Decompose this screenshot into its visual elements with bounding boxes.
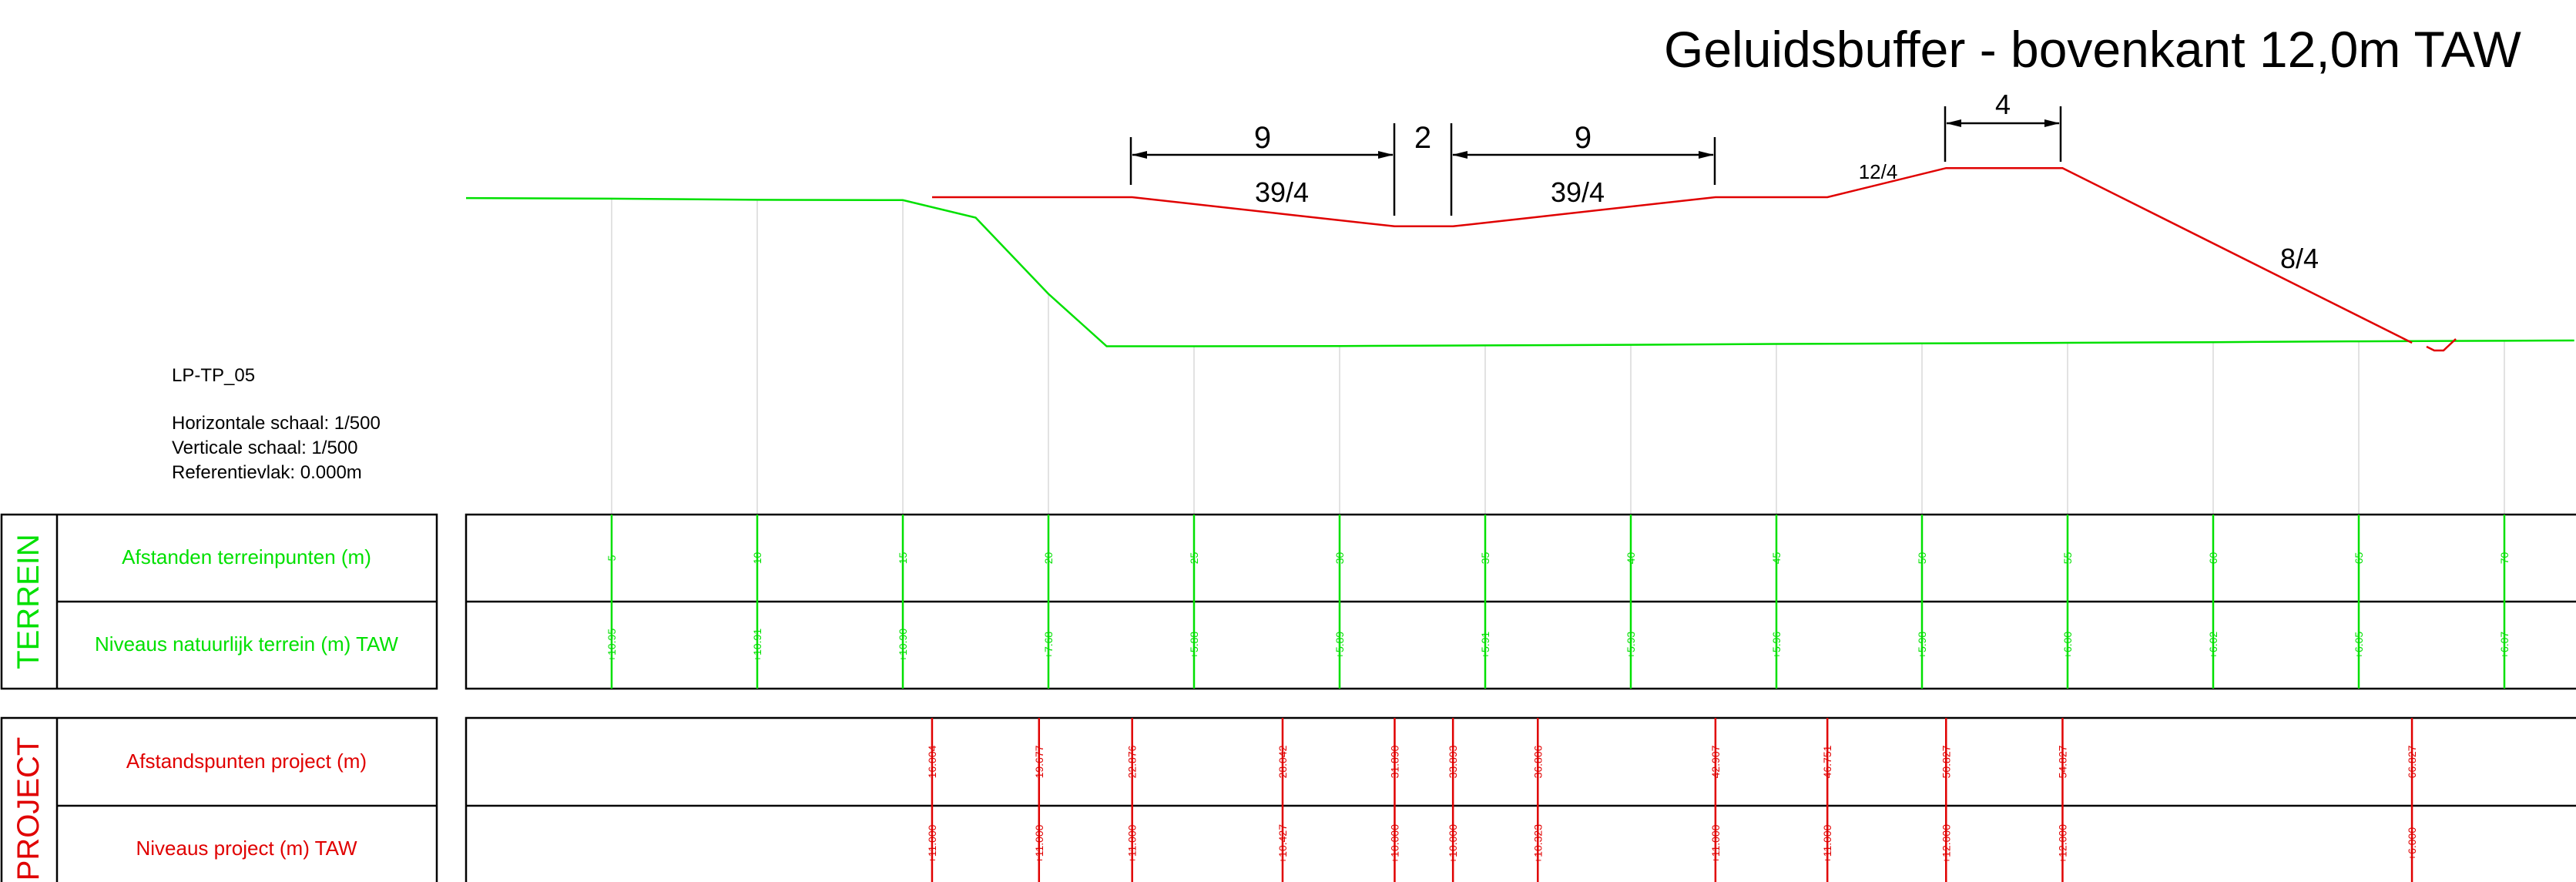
terrein-distance-label: 30: [1333, 552, 1346, 565]
project-level-label: +12.000: [2056, 824, 2068, 864]
project-profile-line: [932, 166, 2413, 344]
drawing-title: Geluidsbuffer - bovenkant 12,0m TAW: [1664, 21, 2521, 78]
project-section-label: PROJECT: [12, 737, 45, 881]
grid-lines: [611, 198, 2505, 515]
dimension-label-2: 2: [1414, 121, 1431, 155]
terrein-distance-label: 40: [1625, 552, 1637, 565]
terrein-distance-label: 60: [2207, 552, 2219, 565]
project-level-label: +12.000: [1940, 824, 1952, 864]
project-level-label: +10.000: [1447, 824, 1459, 864]
terrein-distance-label: 15: [897, 552, 909, 565]
dimension-label-9a: 9: [1254, 121, 1271, 155]
terrein-distance-label: 55: [2061, 552, 2074, 565]
terrein-distance-label: 25: [1188, 552, 1200, 565]
slope-label-3: 12/4: [1859, 160, 1898, 183]
project-level-label: +11.000: [1033, 824, 1045, 863]
project-level-label: +11.000: [926, 824, 938, 863]
terrein-level-label: +5.89: [1333, 632, 1346, 659]
project-distance-label: 36.806: [1531, 745, 1544, 778]
terrein-level-label: +6.05: [2353, 632, 2365, 659]
terrain-profile-line: [465, 196, 2574, 347]
terrein-levels-label: Niveaus natuurlijk terrein (m) TAW: [95, 632, 398, 656]
project-distance-label: 28.042: [1276, 745, 1289, 778]
terrein-level-label: +10.90: [897, 629, 909, 662]
profile-id: LP-TP_05: [172, 365, 256, 386]
project-level-label: +6.000: [2406, 827, 2418, 860]
terrein-distance-label: 65: [2353, 552, 2365, 565]
terrein-level-label: +5.96: [1770, 632, 1783, 659]
project-distance-label: 54.827: [2056, 745, 2068, 778]
project-distance-label: 19.677: [1033, 745, 1045, 778]
project-distance-label: 66.827: [2406, 745, 2418, 778]
project-distances-label: Afstandspunten project (m): [126, 750, 367, 773]
terrein-level-label: +6.07: [2498, 632, 2511, 659]
project-distance-label: 42.907: [1709, 745, 1722, 778]
terrein-section-label: TERREIN: [12, 534, 45, 669]
dimension-annotations: [1129, 106, 2062, 216]
project-level-label: +11.000: [1709, 824, 1722, 863]
project-distance-label: 16.004: [926, 745, 938, 778]
slope-label-4: 8/4: [2280, 243, 2319, 274]
vertical-scale: Verticale schaal: 1/500: [172, 438, 358, 458]
terrein-distance-label: 45: [1770, 552, 1783, 565]
project-distance-label: 46.751: [1821, 745, 1833, 778]
terrein-table: [0, 513, 2576, 690]
dimension-label-9b: 9: [1575, 121, 1592, 155]
project-distance-label: 33.893: [1447, 745, 1459, 778]
terrein-level-label: +5.93: [1625, 632, 1637, 659]
project-level-label: +10.427: [1276, 824, 1289, 864]
project-distance-label: 31.890: [1388, 745, 1400, 778]
terrein-distance-label: 35: [1479, 552, 1491, 565]
terrain-dip-line: [2426, 338, 2457, 352]
project-level-label: +10.000: [1388, 824, 1400, 864]
terrein-distance-label: 5: [605, 555, 618, 561]
terrein-distance-label: 20: [1042, 552, 1055, 565]
horizontal-scale: Horizontale schaal: 1/500: [172, 413, 381, 434]
dimension-label-4: 4: [1995, 89, 2011, 120]
terrein-level-label: +10.95: [605, 629, 618, 662]
project-levels-label: Niveaus project (m) TAW: [136, 837, 357, 860]
terrein-distances-label: Afstanden terreinpunten (m): [122, 545, 371, 568]
slope-label-2: 39/4: [1551, 176, 1605, 208]
terrein-level-label: +7.68: [1042, 632, 1055, 659]
project-level-label: +11.000: [1821, 824, 1833, 863]
project-table: [0, 716, 2576, 882]
terrein-distance-label: 50: [1916, 552, 1928, 565]
terrein-tick-marks: 5 +10.95 10 +10.91 15 +10.90 20 +7.68 25 +5.88 30 +…: [605, 515, 2511, 689]
terrein-level-label: +5.98: [1916, 632, 1928, 659]
slope-label-1: 39/4: [1255, 176, 1309, 208]
project-level-label: +10.323: [1531, 824, 1544, 864]
terrein-level-label: +5.88: [1188, 632, 1200, 659]
reference-plane: Referentievlak: 0.000m: [172, 462, 362, 483]
project-distance-label: 50.827: [1940, 745, 1952, 778]
terrein-level-label: +5.91: [1479, 632, 1491, 659]
terrein-level-label: +6.02: [2207, 632, 2219, 659]
terrein-distance-label: 10: [751, 552, 763, 565]
terrein-level-label: +6.00: [2061, 632, 2074, 659]
terrein-distance-label: 70: [2498, 552, 2511, 565]
project-tick-marks: 16.004 +11.000 19.677 +11.000 22.876 +11.000 2…: [926, 718, 2418, 882]
terrein-level-label: +10.91: [751, 629, 763, 662]
project-level-label: +11.000: [1126, 824, 1139, 863]
project-distance-label: 22.876: [1126, 745, 1139, 778]
